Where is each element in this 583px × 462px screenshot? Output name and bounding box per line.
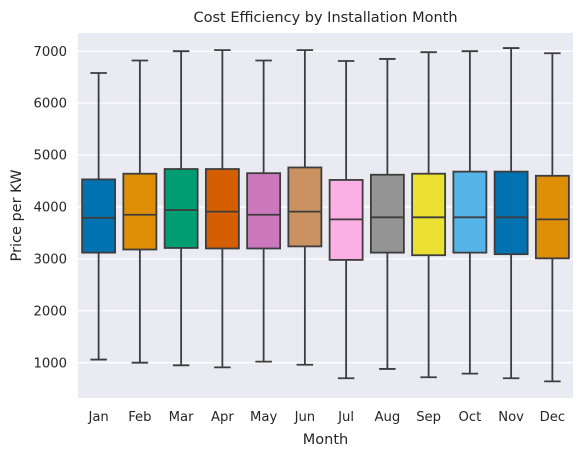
y-tick-label: 1000 [33, 356, 67, 371]
box-apr [204, 49, 240, 369]
y-tick-label: 3000 [33, 252, 67, 267]
x-tick-label: Sep [416, 410, 441, 425]
x-tick-label: May [250, 410, 277, 425]
box-iqr [81, 178, 117, 254]
box-iqr [411, 172, 447, 257]
box-jul [328, 60, 364, 380]
x-tick-label: Jul [337, 410, 354, 425]
box-may [246, 59, 282, 363]
y-tick-label: 5000 [33, 149, 67, 164]
box-iqr [122, 172, 158, 251]
box-aug [369, 58, 405, 370]
box-jan [81, 72, 117, 361]
box-nov [493, 47, 529, 380]
boxes [81, 47, 570, 383]
y-tick-label: 2000 [33, 304, 67, 319]
grid-lines [78, 50, 573, 364]
box-sep [411, 51, 447, 379]
x-axis-label: Month [303, 432, 348, 448]
box-iqr [163, 168, 199, 249]
x-tick-label: Apr [211, 410, 234, 425]
x-tick-label: Mar [169, 410, 194, 425]
x-tick-label: Feb [128, 410, 151, 425]
x-tick-label: Aug [374, 410, 400, 425]
box-dec [534, 52, 570, 383]
box-iqr [534, 174, 570, 260]
y-axis-label: Price per KW [9, 169, 25, 261]
box-jun [287, 49, 323, 366]
box-iqr [287, 166, 323, 248]
y-tick-label: 4000 [33, 201, 67, 216]
box-iqr [246, 172, 282, 250]
y-tick-label: 6000 [33, 97, 67, 112]
x-tick-labels: Jan Feb Mar Apr May Jun Jul Aug Sep Oct Nov Dec [87, 410, 565, 425]
plot-background [78, 33, 573, 398]
x-tick-label: Oct [458, 410, 481, 425]
y-tick-labels: 1000 2000 3000 4000 5000 6000 7000 [33, 45, 67, 372]
x-tick-label: Nov [498, 410, 524, 425]
box-mar [163, 50, 199, 367]
box-iqr [452, 170, 488, 254]
box-oct [452, 50, 488, 375]
y-tick-label: 7000 [33, 45, 67, 60]
box-iqr [204, 168, 240, 250]
chart-title: Cost Efficiency by Installation Month [193, 10, 457, 26]
x-tick-label: Jun [294, 410, 316, 425]
x-tick-label: Dec [540, 410, 566, 425]
box-iqr [493, 170, 529, 256]
box-feb [122, 59, 158, 364]
box-iqr [369, 173, 405, 254]
x-tick-label: Jan [87, 410, 108, 425]
